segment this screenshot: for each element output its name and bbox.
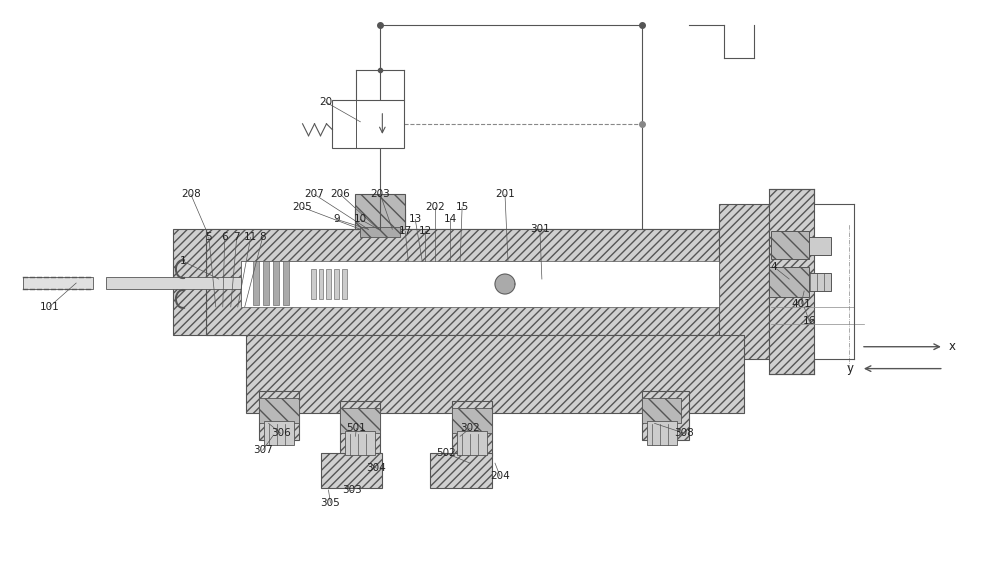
Text: 7: 7	[233, 232, 240, 242]
Bar	[340, 408, 380, 433]
Bar	[769, 267, 809, 297]
Text: 9: 9	[333, 214, 340, 224]
Bar	[452, 408, 492, 433]
Text: 15: 15	[455, 203, 469, 212]
Text: 11: 11	[244, 232, 257, 242]
Text: 4: 4	[771, 262, 778, 272]
Bar	[332, 100, 404, 148]
Bar	[246, 335, 744, 413]
Bar	[106, 277, 241, 289]
Text: 305: 305	[321, 498, 340, 508]
Bar	[360, 228, 400, 237]
Text: 303: 303	[343, 485, 362, 495]
Text: 1: 1	[180, 256, 186, 266]
Text: 17: 17	[399, 226, 412, 236]
Bar	[480, 261, 540, 307]
Bar	[642, 390, 689, 440]
Bar	[241, 261, 301, 305]
Bar	[334, 269, 339, 299]
Text: 207: 207	[305, 189, 324, 199]
Bar	[283, 261, 289, 305]
Text: 502: 502	[436, 448, 456, 458]
Text: 208: 208	[181, 189, 201, 199]
Text: 501: 501	[347, 423, 366, 433]
Polygon shape	[495, 274, 515, 294]
Text: 14: 14	[444, 214, 457, 224]
Bar	[719, 204, 769, 358]
Bar	[241, 261, 719, 307]
Bar	[642, 398, 681, 423]
Text: 10: 10	[354, 214, 367, 224]
Text: 308: 308	[675, 428, 694, 438]
Text: 304: 304	[366, 463, 386, 473]
Text: 302: 302	[460, 423, 480, 433]
Bar	[206, 229, 719, 335]
Bar	[342, 269, 347, 299]
Text: 306: 306	[271, 428, 290, 438]
Text: y: y	[847, 362, 854, 375]
Bar	[23, 277, 93, 289]
Text: 20: 20	[319, 97, 332, 107]
Bar	[206, 229, 719, 261]
Bar	[452, 401, 492, 456]
Bar	[273, 261, 279, 305]
Bar	[326, 269, 331, 299]
Bar	[769, 189, 814, 373]
Text: 12: 12	[419, 226, 432, 236]
Bar	[771, 231, 809, 259]
Text: 202: 202	[425, 203, 445, 212]
Bar	[355, 261, 370, 307]
Bar	[263, 261, 269, 305]
Bar	[319, 269, 323, 299]
Bar	[809, 273, 831, 291]
Text: 16: 16	[803, 316, 816, 326]
Bar	[253, 261, 259, 305]
Bar	[259, 398, 299, 423]
Bar	[173, 229, 206, 335]
Bar	[355, 195, 405, 229]
Bar	[206, 307, 719, 335]
Bar	[457, 431, 487, 455]
Text: x: x	[949, 340, 956, 353]
Text: 101: 101	[39, 302, 59, 312]
Bar	[311, 269, 316, 299]
Bar	[430, 453, 492, 488]
Text: 203: 203	[370, 189, 390, 199]
Text: 301: 301	[530, 224, 550, 234]
Text: 201: 201	[495, 189, 515, 199]
Bar	[809, 237, 831, 255]
Text: 206: 206	[331, 189, 350, 199]
Text: 5: 5	[205, 232, 212, 242]
Text: 204: 204	[490, 471, 510, 481]
Text: 8: 8	[259, 232, 266, 242]
Text: 401: 401	[791, 299, 811, 309]
Text: 307: 307	[253, 445, 273, 455]
Bar	[259, 390, 299, 440]
Bar	[321, 453, 382, 488]
Bar	[647, 422, 677, 445]
Bar	[345, 431, 375, 455]
Text: 6: 6	[221, 232, 228, 242]
Text: 13: 13	[409, 214, 422, 224]
Bar	[355, 210, 405, 229]
Bar	[264, 422, 294, 445]
Text: 205: 205	[293, 203, 312, 212]
Bar	[340, 401, 380, 456]
